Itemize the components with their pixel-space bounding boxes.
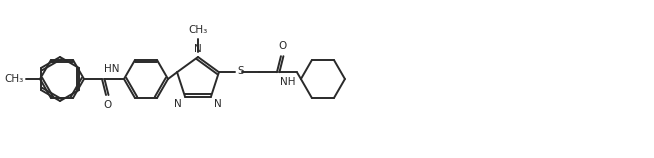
Text: CH₃: CH₃	[5, 74, 24, 84]
Text: O: O	[279, 41, 287, 51]
Text: CH₃: CH₃	[188, 25, 207, 35]
Text: N: N	[175, 99, 182, 109]
Text: O: O	[103, 100, 111, 110]
Text: S: S	[237, 66, 243, 76]
Text: N: N	[194, 44, 202, 54]
Text: N: N	[214, 99, 222, 109]
Text: NH: NH	[280, 77, 296, 87]
Text: HN: HN	[104, 64, 120, 74]
